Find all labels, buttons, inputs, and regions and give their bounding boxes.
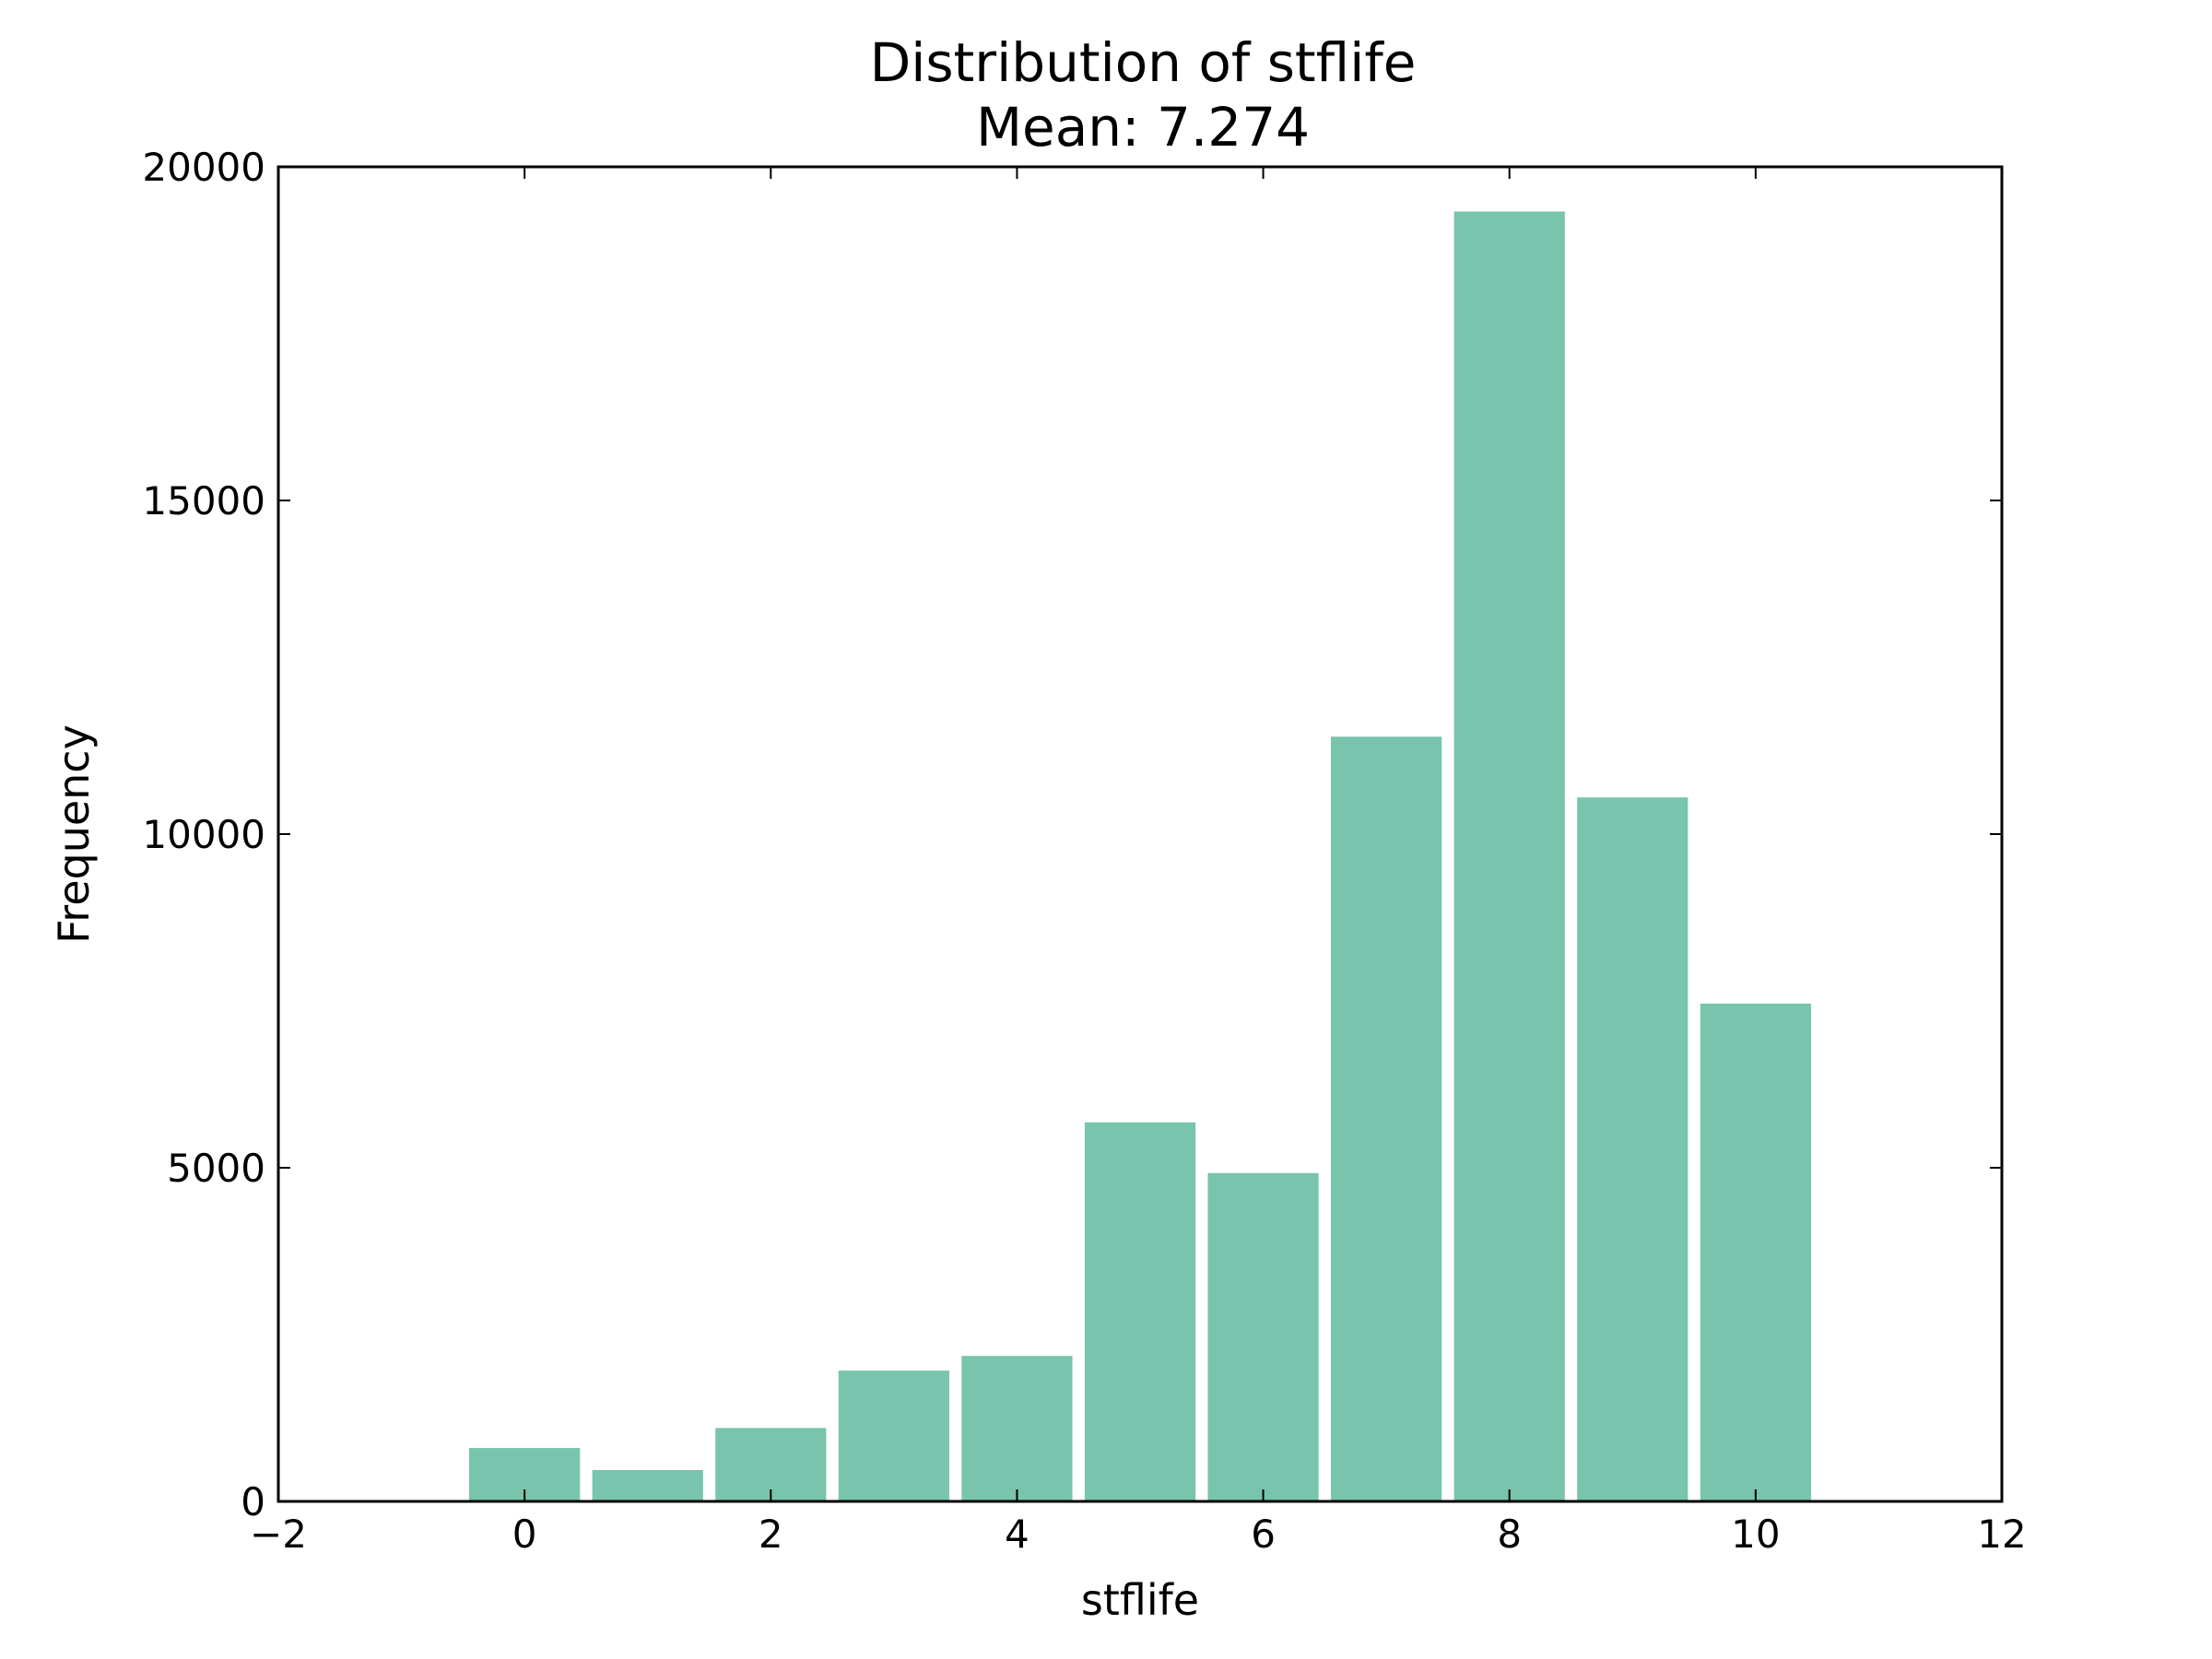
bars-layer	[469, 211, 1811, 1501]
chart-subtitle: Mean: 7.274	[976, 96, 1310, 159]
x-tick-label: 4	[1005, 1512, 1030, 1557]
y-axis-label: Frequency	[49, 724, 99, 944]
x-tick-label: 0	[512, 1512, 537, 1557]
x-tick-label: 10	[1731, 1512, 1780, 1557]
y-tick-label: 5000	[167, 1146, 265, 1191]
bar-6	[1207, 1172, 1319, 1501]
bar-4	[961, 1356, 1073, 1501]
bar-8	[1453, 211, 1565, 1501]
bar-7	[1331, 736, 1442, 1501]
bar-10	[1700, 1003, 1811, 1501]
bar-9	[1577, 797, 1688, 1501]
y-tick-label: 15000	[142, 478, 265, 524]
bar-3	[838, 1371, 949, 1501]
y-tick-label: 20000	[142, 145, 265, 190]
x-tick-label: 2	[759, 1512, 783, 1557]
y-tick-label: 10000	[142, 812, 265, 857]
x-tick-label: 6	[1251, 1512, 1276, 1557]
chart-title: Distribution of stflife	[870, 31, 1417, 94]
x-axis-label: stflife	[1081, 1575, 1199, 1625]
bar-2	[715, 1428, 827, 1501]
x-tick-label: 8	[1497, 1512, 1522, 1557]
bar-5	[1084, 1122, 1196, 1501]
y-tick-label: 0	[241, 1479, 265, 1524]
x-tick-label: −2	[250, 1512, 307, 1557]
bar-1	[592, 1469, 703, 1501]
x-tick-label: 12	[1977, 1512, 2026, 1557]
